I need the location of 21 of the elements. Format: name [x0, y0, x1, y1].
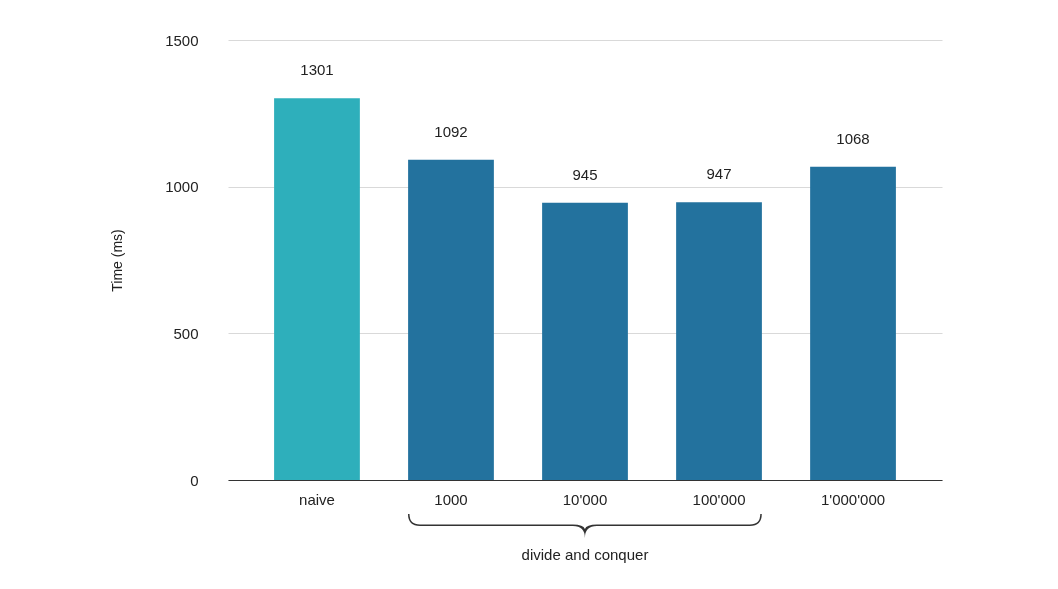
y-tick-label: 1500	[165, 31, 199, 49]
data-label: 1092	[434, 122, 468, 140]
data-label: 1068	[836, 129, 870, 147]
text: divide and conquer	[521, 546, 649, 563]
y-tick-label: 1000	[165, 178, 199, 196]
bar	[676, 202, 762, 480]
data-label: 947	[706, 165, 732, 183]
y-tick-label: 500	[173, 324, 199, 342]
bar	[408, 159, 494, 480]
x-tick-label: 1'000'000	[820, 490, 886, 508]
data-label: 945	[572, 165, 598, 183]
bar	[542, 202, 628, 480]
x-tick-label: 1000	[434, 490, 468, 508]
data-label: 1301	[300, 61, 334, 79]
y-axis-title: Time (ms)	[109, 229, 126, 292]
bar	[274, 98, 360, 480]
x-tick-label: 100'000	[692, 490, 746, 508]
x-tick-label: 10'000	[562, 490, 608, 508]
x-tick-label: naive	[299, 490, 335, 508]
bar	[810, 166, 896, 480]
y-tick-label: 0	[190, 471, 199, 489]
